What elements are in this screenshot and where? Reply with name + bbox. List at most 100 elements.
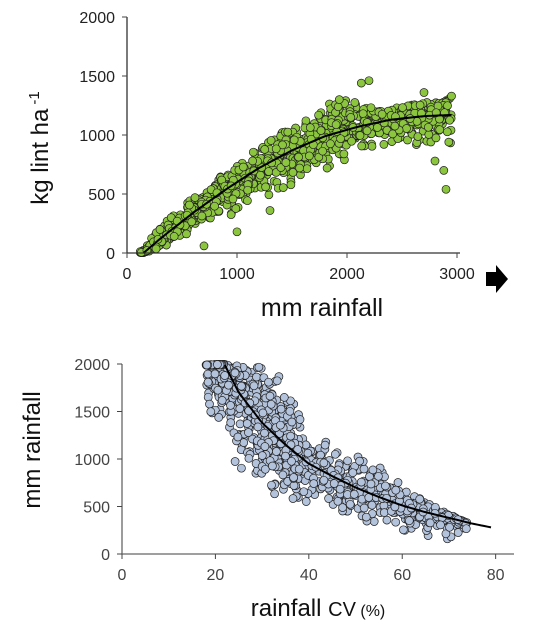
data-point bbox=[266, 136, 276, 145]
data-point bbox=[260, 464, 270, 474]
data-point bbox=[461, 524, 471, 534]
data-point bbox=[303, 448, 313, 458]
data-point bbox=[295, 163, 304, 173]
top-chart: 0 1000 2000 3000 0 500 1000 1500 2000 mm rainfal… bbox=[26, 10, 508, 322]
data-point bbox=[430, 156, 440, 166]
data-point bbox=[237, 463, 246, 473]
data-point bbox=[289, 135, 299, 145]
data-point bbox=[249, 381, 259, 391]
y-tick-label: 1500 bbox=[79, 69, 115, 86]
top-x-label: mm rainfall bbox=[261, 294, 383, 322]
data-point bbox=[295, 415, 305, 424]
data-point bbox=[314, 110, 323, 120]
data-point bbox=[319, 475, 329, 485]
data-point bbox=[230, 457, 240, 466]
top-y-label: kg lint ha -1 bbox=[26, 91, 54, 204]
data-point bbox=[210, 201, 219, 211]
data-point bbox=[366, 103, 376, 113]
data-point bbox=[358, 109, 368, 119]
data-point bbox=[331, 120, 341, 130]
data-point bbox=[278, 470, 288, 480]
x-tick-label: 60 bbox=[393, 567, 411, 584]
data-point bbox=[361, 512, 371, 522]
data-point bbox=[403, 135, 412, 145]
data-point bbox=[343, 456, 352, 466]
right-arrow-icon bbox=[486, 265, 508, 293]
data-point bbox=[333, 102, 343, 112]
data-point bbox=[336, 134, 345, 144]
data-point bbox=[369, 517, 379, 526]
data-point bbox=[318, 146, 327, 156]
data-point bbox=[199, 241, 209, 251]
data-point bbox=[415, 494, 425, 504]
data-point bbox=[431, 133, 441, 143]
data-point bbox=[283, 127, 293, 137]
data-point bbox=[377, 109, 387, 119]
data-point bbox=[399, 525, 408, 535]
data-point bbox=[260, 428, 269, 438]
data-point bbox=[348, 468, 358, 478]
data-point bbox=[205, 399, 214, 409]
data-point bbox=[359, 464, 369, 474]
bottom-x-label: rainfall CV (%) bbox=[251, 595, 386, 622]
data-point bbox=[346, 113, 356, 122]
data-point bbox=[214, 413, 224, 422]
data-point bbox=[419, 88, 429, 97]
data-point bbox=[423, 122, 433, 132]
y-tick-label: 0 bbox=[106, 246, 115, 263]
data-point bbox=[415, 100, 425, 110]
data-point bbox=[260, 442, 270, 451]
data-point bbox=[238, 162, 248, 172]
data-point bbox=[294, 464, 304, 474]
data-point bbox=[237, 381, 246, 391]
x-tick-label: 3000 bbox=[439, 266, 475, 283]
data-point bbox=[264, 190, 274, 200]
data-point bbox=[202, 360, 212, 370]
data-point bbox=[301, 497, 311, 506]
data-point bbox=[210, 369, 220, 379]
top-ticks: 0 1000 2000 3000 0 500 1000 1500 2000 bbox=[79, 10, 474, 283]
data-point bbox=[213, 360, 222, 369]
data-point bbox=[330, 449, 340, 459]
data-point bbox=[151, 244, 161, 254]
data-point bbox=[265, 206, 275, 215]
data-point bbox=[263, 421, 273, 431]
data-point bbox=[276, 404, 286, 414]
data-point bbox=[393, 478, 403, 487]
y-tick-label: 1000 bbox=[79, 128, 115, 145]
x-tick-label: 20 bbox=[207, 567, 225, 584]
data-point bbox=[338, 503, 347, 512]
data-point bbox=[232, 227, 242, 237]
data-point bbox=[435, 125, 445, 135]
data-point bbox=[356, 477, 366, 487]
data-point bbox=[230, 368, 240, 378]
data-point bbox=[444, 137, 454, 147]
data-point bbox=[286, 180, 296, 190]
data-point bbox=[258, 408, 268, 418]
data-point bbox=[349, 489, 359, 499]
data-point bbox=[402, 124, 411, 133]
data-point bbox=[155, 225, 165, 234]
data-point bbox=[270, 489, 279, 499]
x-tick-label: 2000 bbox=[329, 266, 365, 283]
data-point bbox=[185, 200, 194, 210]
data-point bbox=[226, 210, 236, 220]
data-point bbox=[379, 140, 389, 149]
data-point bbox=[268, 461, 277, 471]
data-point bbox=[334, 95, 344, 104]
data-point bbox=[289, 473, 298, 482]
y-tick-label: 2000 bbox=[74, 357, 110, 374]
bottom-ticks: 0 20 40 60 80 0 500 1000 1500 2000 bbox=[74, 357, 504, 584]
bottom-y-label: mm rainfall bbox=[19, 391, 46, 508]
data-point bbox=[364, 76, 374, 86]
data-point bbox=[217, 396, 227, 405]
data-point bbox=[368, 465, 378, 475]
data-point bbox=[244, 428, 253, 437]
data-point bbox=[267, 480, 276, 490]
bottom-x-label-main: rainfall bbox=[251, 595, 328, 622]
data-point bbox=[281, 451, 290, 461]
data-point bbox=[335, 484, 345, 494]
data-point bbox=[447, 91, 456, 101]
data-point bbox=[213, 385, 223, 395]
data-point bbox=[233, 432, 243, 442]
